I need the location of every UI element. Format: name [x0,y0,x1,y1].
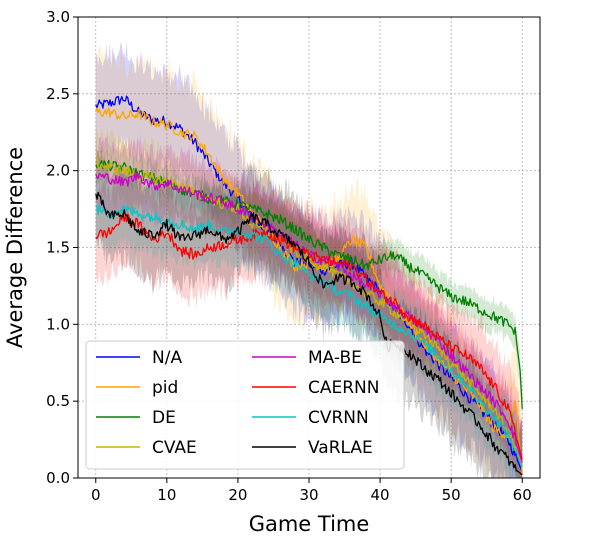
y-tick-label: 2.5 [46,85,70,103]
y-tick-label: 3.0 [46,8,70,26]
y-axis-label: Average Difference [3,147,27,348]
band-ma-be [95,133,523,478]
x-tick-label: 50 [442,486,461,504]
legend-label: CAERNN [308,378,380,398]
legend-item: DE [96,408,176,428]
series-line-varlae [95,191,523,476]
x-tick-label: 0 [91,486,101,504]
x-tick-label: 40 [371,486,390,504]
legend-item: N/A [96,348,182,368]
legend-box [85,340,405,470]
x-tick-label: 10 [157,486,176,504]
x-tick-label: 20 [228,486,247,504]
y-tick-label: 1.5 [46,239,70,257]
y-tick-label: 0.5 [46,392,70,410]
y-tick-label: 1.0 [46,315,70,333]
legend-item: MA-BE [252,348,362,368]
x-tick-label: 30 [299,486,318,504]
band-de [95,142,523,421]
legend: N/A pid DE CVAE MA-BE CAERNN CVRNN VaRLAE [85,340,405,470]
y-axis-ticks: 0.0 0.5 1.0 1.5 2.0 2.5 3.0 [46,8,78,487]
x-tick-label: 60 [513,486,532,504]
band-caernn [95,166,523,478]
band-cvrnn [95,169,523,478]
legend-item: pid [96,378,178,398]
legend-label: N/A [152,348,182,368]
legend-label: DE [152,408,176,428]
legend-item: CAERNN [252,378,380,398]
y-tick-label: 0.0 [46,469,70,487]
legend-item: CVAE [96,438,197,458]
legend-item: VaRLAE [252,438,373,458]
legend-label: CVRNN [308,408,369,428]
x-axis-label: Game Time [249,512,370,536]
legend-item: CVRNN [252,408,369,428]
legend-label: VaRLAE [308,438,373,458]
y-tick-label: 2.0 [46,162,70,180]
legend-label: MA-BE [308,348,362,368]
series-line-caernn [95,212,523,460]
series-lines [95,95,523,476]
legend-label: pid [152,378,178,398]
x-axis-ticks: 0 10 20 30 40 50 60 [91,478,532,504]
legend-label: CVAE [152,438,197,458]
band-cvae [95,120,523,479]
